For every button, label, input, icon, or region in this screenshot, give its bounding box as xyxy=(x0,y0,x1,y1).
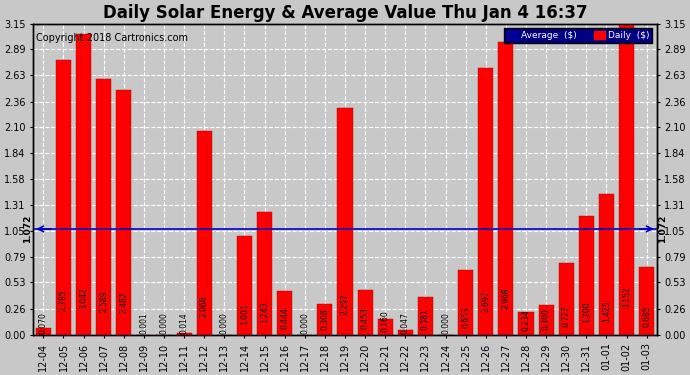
Legend: Average  ($), Daily  ($): Average ($), Daily ($) xyxy=(504,28,652,43)
Text: 0.014: 0.014 xyxy=(179,313,188,334)
Text: 0.653: 0.653 xyxy=(461,306,470,328)
Text: 2.482: 2.482 xyxy=(119,292,128,313)
Text: 1.200: 1.200 xyxy=(582,302,591,323)
Text: 3.152: 3.152 xyxy=(622,286,631,308)
Bar xyxy=(539,305,553,335)
Bar xyxy=(639,267,654,335)
Bar xyxy=(498,42,513,335)
Text: 0.000: 0.000 xyxy=(441,312,450,334)
Text: 0.070: 0.070 xyxy=(39,312,48,334)
Text: 0.453: 0.453 xyxy=(361,308,370,329)
Text: 0.160: 0.160 xyxy=(381,310,390,332)
Bar xyxy=(478,69,493,335)
Text: 0.047: 0.047 xyxy=(401,312,410,334)
Text: 2.297: 2.297 xyxy=(340,293,350,315)
Bar xyxy=(458,270,473,335)
Bar xyxy=(357,290,373,335)
Bar xyxy=(56,60,71,335)
Bar xyxy=(257,212,272,335)
Bar xyxy=(518,312,533,335)
Bar xyxy=(377,319,393,335)
Text: 2.697: 2.697 xyxy=(481,290,491,312)
Text: 0.234: 0.234 xyxy=(522,309,531,331)
Text: 2.068: 2.068 xyxy=(199,295,209,316)
Text: 0.300: 0.300 xyxy=(542,309,551,330)
Text: 1.072: 1.072 xyxy=(658,215,667,243)
Text: 0.000: 0.000 xyxy=(220,312,229,334)
Bar xyxy=(579,216,594,335)
Text: Copyright 2018 Cartronics.com: Copyright 2018 Cartronics.com xyxy=(37,33,188,43)
Text: 0.727: 0.727 xyxy=(562,305,571,327)
Bar xyxy=(317,304,333,335)
Text: 3.042: 3.042 xyxy=(79,287,88,309)
Text: 1.072: 1.072 xyxy=(23,215,32,243)
Text: 0.000: 0.000 xyxy=(300,312,309,334)
Text: 0.685: 0.685 xyxy=(642,306,651,327)
Bar xyxy=(116,90,131,335)
Text: 0.308: 0.308 xyxy=(320,309,329,330)
Text: 0.381: 0.381 xyxy=(421,308,430,330)
Bar xyxy=(277,291,292,335)
Bar xyxy=(599,194,614,335)
Bar xyxy=(96,79,111,335)
Text: 1.001: 1.001 xyxy=(240,303,249,325)
Bar xyxy=(237,236,252,335)
Text: 0.000: 0.000 xyxy=(159,312,168,334)
Bar xyxy=(76,34,91,335)
Text: 2.589: 2.589 xyxy=(99,291,108,312)
Bar xyxy=(337,108,353,335)
Text: 0.001: 0.001 xyxy=(139,313,148,334)
Bar xyxy=(177,333,192,335)
Text: 2.785: 2.785 xyxy=(59,289,68,311)
Text: 1.243: 1.243 xyxy=(260,302,269,323)
Bar xyxy=(418,297,433,335)
Text: 2.968: 2.968 xyxy=(502,288,511,309)
Bar xyxy=(197,130,212,335)
Bar xyxy=(559,263,574,335)
Text: 1.425: 1.425 xyxy=(602,300,611,322)
Bar xyxy=(619,24,634,335)
Text: 0.444: 0.444 xyxy=(280,308,289,329)
Title: Daily Solar Energy & Average Value Thu Jan 4 16:37: Daily Solar Energy & Average Value Thu J… xyxy=(103,4,587,22)
Bar xyxy=(36,328,51,335)
Bar xyxy=(398,330,413,335)
